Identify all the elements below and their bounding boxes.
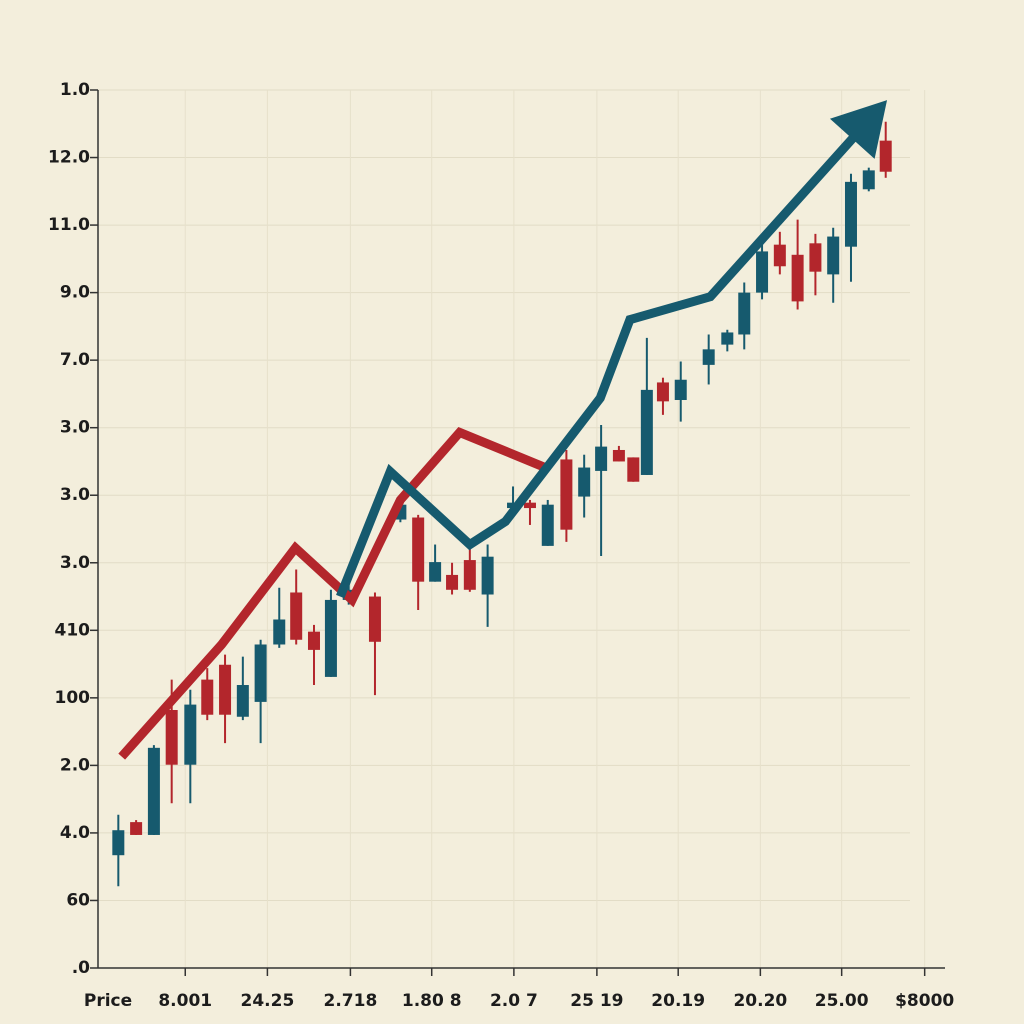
candle-body bbox=[773, 244, 786, 267]
candle-body bbox=[578, 467, 591, 497]
x-tick-label: 8.001 bbox=[158, 991, 212, 1011]
arrowhead bbox=[829, 100, 888, 159]
candle-body bbox=[165, 710, 178, 765]
y-tick-label: 1.0 bbox=[60, 80, 90, 100]
candle-body bbox=[147, 747, 160, 835]
candle-body bbox=[254, 644, 267, 702]
candle-body bbox=[809, 243, 822, 272]
x-tick-label: 25 19 bbox=[570, 991, 623, 1011]
candle-body bbox=[236, 685, 249, 717]
candle-body bbox=[446, 574, 459, 590]
y-tick-label: 4.0 bbox=[60, 823, 90, 843]
x-tick-label: 20.20 bbox=[733, 991, 787, 1011]
y-tick-label: 3.0 bbox=[60, 485, 90, 505]
candle-body bbox=[595, 446, 608, 471]
y-tick-label: 410 bbox=[55, 620, 91, 640]
x-tick-label: $8000 bbox=[895, 991, 954, 1011]
candle-body bbox=[481, 556, 494, 595]
candle-body bbox=[640, 389, 653, 475]
candle-body bbox=[463, 560, 476, 590]
y-tick-label: .0 bbox=[72, 958, 90, 978]
y-tick-label: 3.0 bbox=[60, 418, 90, 438]
candle-body bbox=[827, 236, 840, 275]
candle-body bbox=[219, 664, 232, 715]
candle-body bbox=[324, 599, 337, 677]
x-tick-label: 25.00 bbox=[815, 991, 869, 1011]
candle-body bbox=[201, 679, 214, 715]
candle-body bbox=[721, 332, 734, 345]
candle-body bbox=[523, 502, 536, 509]
candle-body bbox=[368, 596, 381, 642]
candle-body bbox=[541, 504, 554, 546]
y-tick-label: 100 bbox=[55, 688, 91, 708]
candle-body bbox=[656, 382, 669, 402]
candle-body bbox=[612, 449, 625, 462]
y-tick-label: 3.0 bbox=[60, 553, 90, 573]
candle-body bbox=[429, 562, 442, 582]
candle-body bbox=[273, 619, 286, 645]
x-tick-label: 1.80 8 bbox=[402, 991, 462, 1011]
candle-body bbox=[627, 457, 640, 482]
candle-body bbox=[412, 517, 425, 582]
candle-body bbox=[791, 254, 804, 302]
y-tick-label: 12.0 bbox=[48, 148, 90, 168]
x-tick-label: 24.25 bbox=[241, 991, 295, 1011]
candle-body bbox=[844, 181, 857, 247]
x-axis-label: Price bbox=[84, 991, 132, 1011]
candle-body bbox=[862, 170, 875, 190]
x-tick-label: 2.0 7 bbox=[490, 991, 538, 1011]
candle-body bbox=[290, 592, 303, 640]
candle-body bbox=[112, 830, 125, 856]
y-tick-label: 60 bbox=[66, 890, 90, 910]
trend-line bbox=[336, 126, 864, 599]
trend-line bbox=[118, 427, 547, 760]
y-tick-label: 9.0 bbox=[60, 283, 90, 303]
candle-body bbox=[738, 292, 751, 335]
candle-body bbox=[130, 822, 143, 835]
y-tick-label: 7.0 bbox=[60, 350, 90, 370]
candle-body bbox=[674, 379, 687, 401]
y-tick-label: 11.0 bbox=[48, 215, 90, 235]
candle-body bbox=[307, 631, 320, 650]
candle-body bbox=[702, 349, 715, 365]
candle-body bbox=[756, 251, 769, 293]
x-tick-label: 20.19 bbox=[651, 991, 705, 1011]
y-tick-label: 2.0 bbox=[60, 755, 90, 775]
candle-body bbox=[184, 704, 197, 765]
candle-body bbox=[560, 459, 573, 530]
x-tick-label: 2.718 bbox=[324, 991, 378, 1011]
candle-body bbox=[879, 140, 892, 172]
